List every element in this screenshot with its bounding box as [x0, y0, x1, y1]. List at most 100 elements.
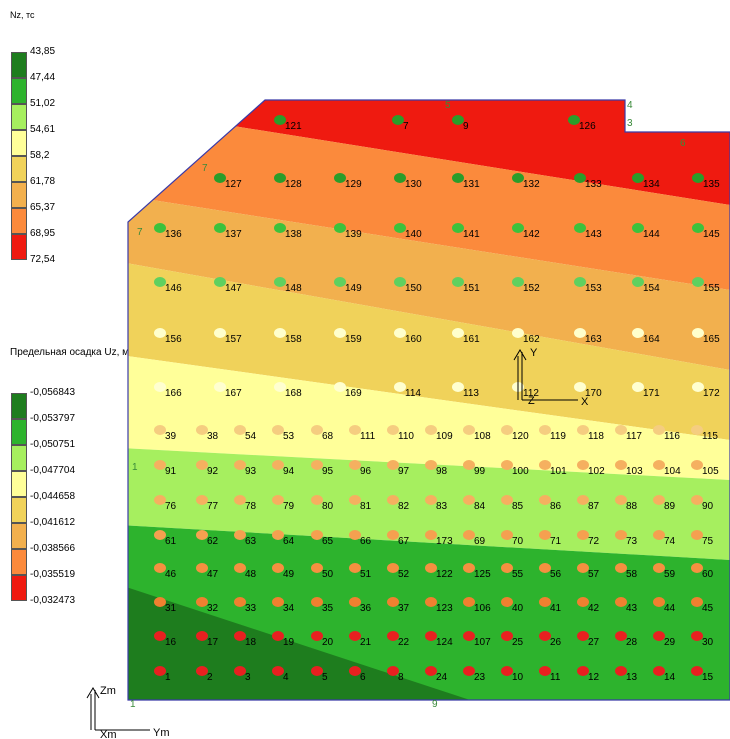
legend-label: 72,54	[30, 254, 56, 265]
pile-marker	[501, 597, 513, 607]
pile-label: 133	[585, 179, 602, 190]
legend-swatch	[11, 130, 27, 156]
pile-label: 21	[360, 637, 372, 648]
pile-label: 143	[585, 229, 602, 240]
pile-marker	[154, 597, 166, 607]
pile-label: 129	[345, 179, 362, 190]
pile-label: 113	[463, 388, 479, 399]
pile-marker	[632, 173, 644, 183]
pile-label: 172	[703, 388, 720, 399]
pile-marker	[392, 115, 404, 125]
pile-marker	[653, 597, 665, 607]
pile-marker	[154, 530, 166, 540]
pile-label: 57	[588, 569, 600, 580]
pile-label: 63	[245, 536, 257, 547]
pile-label: 36	[360, 603, 372, 614]
pile-label: 20	[322, 637, 334, 648]
pile-marker	[501, 666, 513, 676]
pile-label: 102	[588, 466, 605, 477]
pile-marker	[387, 495, 399, 505]
pile-label: 25	[512, 637, 524, 648]
pile-marker	[214, 277, 226, 287]
pile-marker	[615, 495, 627, 505]
pile-marker	[234, 425, 246, 435]
pile-marker	[512, 173, 524, 183]
pile-label: 68	[322, 431, 334, 442]
pile-marker	[425, 425, 437, 435]
pile-marker	[274, 173, 286, 183]
pile-label: 151	[463, 283, 480, 294]
pile-marker	[577, 425, 589, 435]
pile-label: 41	[550, 603, 562, 614]
pile-marker	[214, 382, 226, 392]
pile-label: 45	[702, 603, 714, 614]
pile-label: 47	[207, 569, 219, 580]
pile-marker	[425, 631, 437, 641]
pile-marker	[349, 495, 361, 505]
pile-marker	[615, 425, 627, 435]
pile-marker	[653, 425, 665, 435]
pile-marker	[196, 563, 208, 573]
pile-marker	[387, 597, 399, 607]
band-light-green	[128, 448, 730, 560]
pile-label: 38	[207, 431, 219, 442]
pile-marker	[452, 277, 464, 287]
pile-marker	[272, 530, 284, 540]
pile-label: 50	[322, 569, 334, 580]
pile-marker	[387, 425, 399, 435]
pile-marker	[691, 631, 703, 641]
pile-label: 43	[626, 603, 638, 614]
corner-label: 7	[137, 227, 143, 238]
pile-label: 97	[398, 466, 410, 477]
pile-label: 87	[588, 501, 600, 512]
pile-marker	[154, 328, 166, 338]
pile-label: 159	[345, 334, 362, 345]
pile-label: 146	[165, 283, 182, 294]
pile-marker	[154, 666, 166, 676]
pile-marker	[574, 223, 586, 233]
pile-label: 103	[626, 466, 643, 477]
pile-label: 26	[550, 637, 562, 648]
pile-marker	[574, 277, 586, 287]
pile-label: 1	[165, 672, 171, 683]
pile-marker	[691, 495, 703, 505]
pile-label: 144	[643, 229, 660, 240]
pile-label: 80	[322, 501, 334, 512]
pile-label: 44	[664, 603, 676, 614]
pile-label: 135	[703, 179, 720, 190]
pile-marker	[463, 666, 475, 676]
pile-marker	[394, 223, 406, 233]
pile-marker	[653, 495, 665, 505]
pile-label: 42	[588, 603, 600, 614]
pile-label: 114	[405, 388, 421, 399]
pile-marker	[425, 495, 437, 505]
pile-marker	[387, 460, 399, 470]
pile-marker	[512, 277, 524, 287]
pile-marker	[615, 631, 627, 641]
pile-marker	[463, 563, 475, 573]
pile-label: 164	[643, 334, 660, 345]
pile-label: 48	[245, 569, 257, 580]
pile-marker	[512, 223, 524, 233]
pile-label: 96	[360, 466, 372, 477]
pile-marker	[574, 382, 586, 392]
corner-label: 3	[627, 118, 633, 129]
pile-marker	[632, 223, 644, 233]
pile-marker	[311, 631, 323, 641]
pile-marker	[234, 460, 246, 470]
pile-marker	[501, 425, 513, 435]
pile-label: 30	[702, 637, 714, 648]
legend-swatch	[11, 575, 27, 601]
axis-zm-label: Zm	[100, 685, 116, 697]
pile-marker	[615, 460, 627, 470]
legend-label: 54,61	[30, 124, 56, 135]
pile-marker	[387, 530, 399, 540]
pile-label: 31	[165, 603, 177, 614]
legend-label: -0,041612	[30, 517, 76, 528]
pile-marker	[272, 460, 284, 470]
pile-marker	[653, 631, 665, 641]
pile-label: 173	[436, 536, 453, 547]
legend-swatch	[11, 419, 27, 445]
pile-marker	[425, 666, 437, 676]
pile-label: 118	[588, 431, 604, 442]
